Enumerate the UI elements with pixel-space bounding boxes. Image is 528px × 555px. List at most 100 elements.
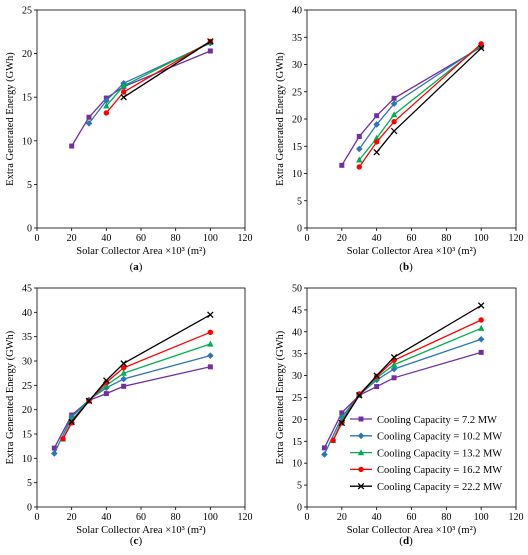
panel-label: (d): [399, 535, 413, 547]
data-point: [207, 329, 214, 335]
panel-label: (a): [130, 261, 143, 273]
legend-marker: [358, 466, 364, 473]
legend-marker: [357, 449, 365, 456]
chart-panel-b: 0 20 40 60 80 100 120 0 5 10 15 20 25 30 35 40 Solar Col…: [275, 6, 524, 274]
y-tick-label: 45: [22, 284, 32, 295]
data-point: [321, 445, 327, 451]
data-point: [103, 110, 110, 116]
x-axis-label: Solar Collector Area ×10³ (m²): [347, 525, 477, 536]
data-point: [339, 162, 345, 168]
legend-marker: [357, 432, 365, 440]
y-tick-label: 35: [22, 332, 32, 343]
data-point: [390, 100, 398, 108]
data-point: [86, 114, 92, 120]
y-axis-label: Extra Generated Energy (GWh): [5, 330, 16, 464]
x-tick-label: 60: [136, 233, 146, 244]
y-tick-label: 25: [292, 87, 302, 98]
x-axis-label: Solar Collector Area ×10³ (m²): [76, 525, 206, 536]
y-tick-label: 0: [27, 224, 32, 235]
data-point: [207, 311, 214, 319]
x-tick-label: 60: [407, 233, 417, 244]
series-line: [88, 42, 211, 124]
x-tick-label: 100: [474, 512, 489, 523]
series-5: [68, 311, 214, 426]
x-axis-label: Solar Collector Area ×10³ (m²): [76, 246, 206, 257]
x-tick-label: 20: [337, 233, 347, 244]
data-point: [51, 450, 58, 457]
data-point: [478, 41, 484, 47]
legend-marker: [357, 482, 365, 490]
series-line: [341, 304, 482, 424]
data-point: [391, 95, 397, 101]
series-line: [123, 40, 211, 98]
series-line: [53, 354, 211, 454]
y-tick-label: 20: [292, 115, 302, 126]
data-point: [374, 113, 380, 119]
data-point: [390, 353, 398, 361]
data-point: [85, 120, 93, 127]
y-tick-label: 40: [292, 6, 302, 17]
data-point: [391, 119, 397, 125]
x-tick-label: 40: [372, 512, 382, 523]
data-point: [60, 436, 66, 442]
y-tick-label: 35: [292, 33, 302, 44]
data-point: [373, 148, 380, 156]
x-tick-label: 80: [441, 233, 451, 244]
data-point: [477, 302, 485, 309]
data-point: [103, 97, 110, 104]
data-point: [207, 48, 213, 54]
legend-label: Cooling Capacity = 10.2 MW: [377, 432, 502, 443]
y-tick-label: 5: [27, 478, 32, 489]
series-line: [323, 338, 482, 455]
data-point: [120, 82, 127, 89]
x-tick-label: 40: [372, 233, 382, 244]
y-tick-label: 20: [292, 415, 302, 426]
series-2: [51, 352, 214, 457]
y-tick-label: 10: [22, 136, 32, 147]
y-tick-label: 10: [22, 454, 32, 465]
legend-label: Cooling Capacity = 16.2 MW: [377, 465, 502, 476]
data-point: [356, 133, 362, 139]
y-tick-label: 30: [22, 357, 32, 368]
y-tick-label: 5: [297, 481, 302, 492]
x-tick-label: 120: [509, 233, 524, 244]
data-point: [373, 121, 380, 128]
y-tick-label: 15: [292, 142, 302, 153]
data-point: [68, 420, 75, 426]
x-tick-label: 100: [474, 233, 489, 244]
y-tick-label: 0: [27, 503, 32, 514]
series-line: [62, 343, 211, 440]
data-point: [356, 164, 362, 170]
legend-marker: [358, 416, 364, 422]
series-4: [356, 41, 484, 170]
series-line: [323, 351, 482, 449]
y-tick-label: 20: [22, 405, 32, 416]
series-1: [69, 48, 213, 149]
data-point: [390, 127, 398, 135]
y-tick-label: 40: [22, 308, 32, 319]
data-point: [207, 38, 214, 45]
series-line: [71, 50, 211, 147]
y-tick-label: 5: [297, 196, 302, 207]
series-2: [355, 42, 485, 153]
x-tick-label: 60: [136, 512, 146, 523]
legend-label: Cooling Capacity = 7.2 MW: [377, 415, 497, 426]
data-point: [51, 445, 57, 451]
series-line: [358, 43, 482, 168]
y-tick-label: 15: [292, 437, 302, 448]
data-point: [390, 361, 398, 368]
data-point: [338, 419, 346, 427]
data-point: [477, 335, 485, 343]
panel-label: (b): [399, 261, 413, 273]
y-tick-label: 35: [292, 349, 302, 360]
x-tick-label: 40: [101, 512, 111, 523]
y-tick-label: 15: [22, 430, 32, 441]
legend-label: Cooling Capacity = 13.2 MW: [377, 448, 502, 459]
data-point: [207, 340, 214, 347]
y-tick-label: 0: [297, 503, 302, 514]
y-tick-label: 10: [292, 169, 302, 180]
data-point: [356, 156, 363, 163]
data-point: [68, 418, 75, 426]
y-tick-label: 50: [292, 284, 302, 295]
